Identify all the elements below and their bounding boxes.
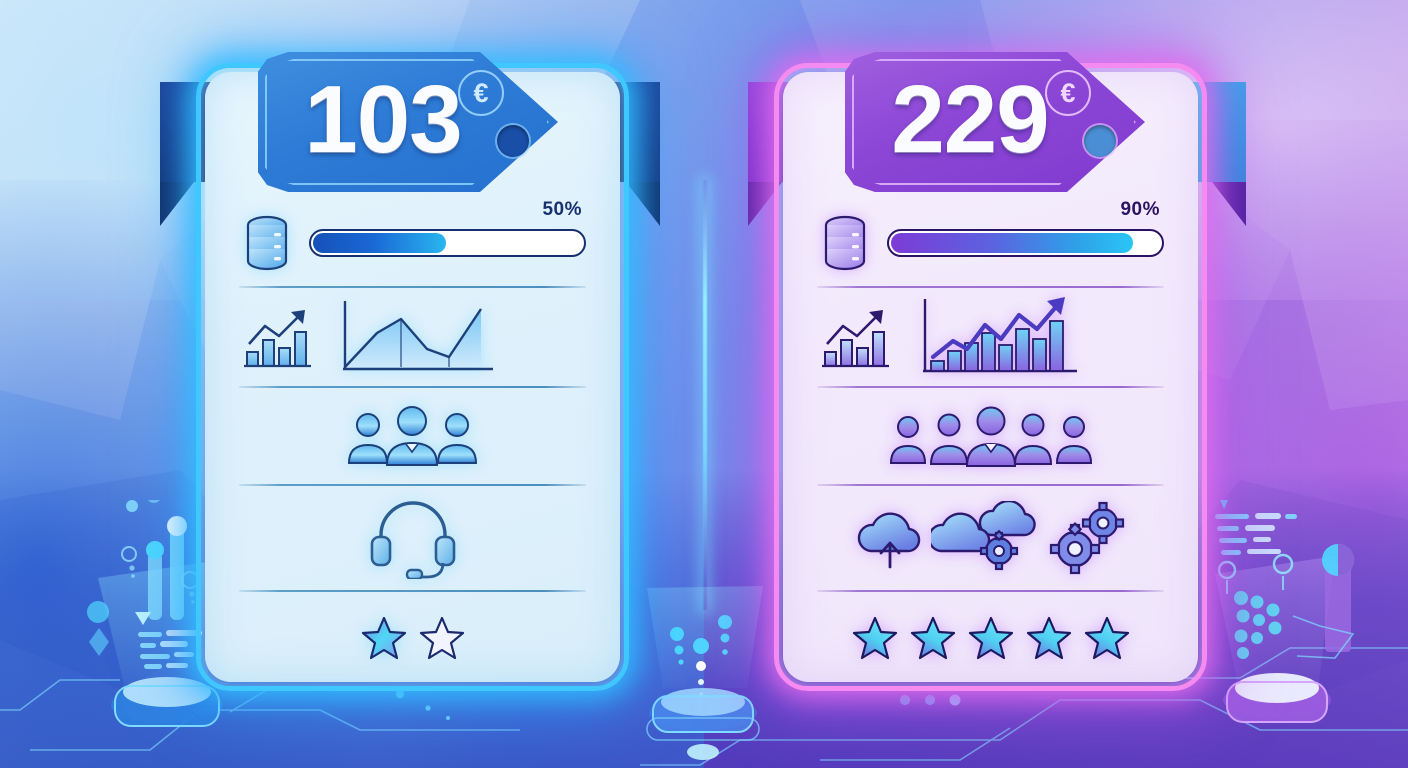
euro-currency-icon: € <box>1045 70 1091 116</box>
storage-progress-track-basic[interactable] <box>309 229 586 257</box>
feature-row-rating-premium <box>817 592 1164 684</box>
star-icon <box>852 616 897 660</box>
storage-meter-premium: 90% <box>887 199 1164 257</box>
row-divider <box>817 590 1164 592</box>
feature-row-analytics-premium <box>817 288 1164 386</box>
feature-row-support-basic <box>239 486 586 590</box>
star-icon <box>968 616 1013 660</box>
cloud-upload-icon <box>857 512 920 569</box>
star-icon <box>910 616 955 660</box>
bar-chart-arrow-icon <box>822 310 889 368</box>
users-group-icon <box>347 406 477 466</box>
price-value-premium: 229 <box>891 66 1049 173</box>
euro-currency-icon: € <box>458 70 504 116</box>
gears-icon <box>1049 501 1124 575</box>
area-chart-icon <box>343 301 493 371</box>
hologram-projector-left <box>87 500 223 727</box>
bar-chart-arrow-icon <box>244 310 311 368</box>
storage-progress-track-premium[interactable] <box>887 229 1164 257</box>
price-tag-basic[interactable]: 103 € <box>258 52 558 192</box>
database-icon <box>246 215 288 271</box>
storage-percent-label-premium: 90% <box>1120 199 1160 220</box>
star-icon <box>1084 616 1129 660</box>
bar-chart-trend-icon <box>923 297 1077 373</box>
row-divider <box>239 386 586 388</box>
storage-meter-basic: 50% <box>309 199 586 257</box>
star-icon <box>361 616 406 660</box>
center-light-beam <box>703 180 707 610</box>
feature-row-storage-basic: 50% <box>239 199 586 286</box>
database-icon <box>824 215 866 271</box>
feature-row-cloud-premium <box>817 486 1164 590</box>
price-tag-hole-basic <box>497 125 529 157</box>
row-divider <box>239 286 586 288</box>
feature-row-analytics-basic <box>239 288 586 386</box>
price-value-basic: 103 <box>304 66 462 173</box>
cloud-gears-icon <box>930 501 1036 571</box>
row-divider <box>239 590 586 592</box>
row-divider <box>817 286 1164 288</box>
feature-row-team-basic <box>239 388 586 484</box>
price-tag-outline-basic <box>265 59 549 185</box>
feature-rows-premium: 90% <box>783 72 1198 684</box>
storage-progress-fill-basic <box>313 233 446 253</box>
star-icon <box>1026 616 1071 660</box>
row-divider <box>817 386 1164 388</box>
star-rating-premium <box>852 615 1130 661</box>
feature-row-team-premium <box>817 388 1164 484</box>
hologram-projector-right <box>1215 500 1355 723</box>
users-group-icon <box>889 406 1092 467</box>
star-rating-basic <box>361 615 465 661</box>
feature-row-storage-premium: 90% <box>817 199 1164 286</box>
row-divider <box>817 484 1164 486</box>
price-tag-outline-premium <box>852 59 1136 185</box>
row-divider <box>239 484 586 486</box>
feature-row-rating-basic <box>239 592 586 684</box>
storage-percent-label-basic: 50% <box>542 199 582 220</box>
hologram-platform-center <box>646 586 763 760</box>
headset-support-icon <box>370 501 455 579</box>
price-tag-hole-premium <box>1084 125 1116 157</box>
price-tag-premium[interactable]: 229 € <box>845 52 1145 192</box>
storage-progress-fill-premium <box>891 233 1133 253</box>
feature-rows-basic: 50% <box>205 72 620 684</box>
star-icon <box>419 616 464 660</box>
